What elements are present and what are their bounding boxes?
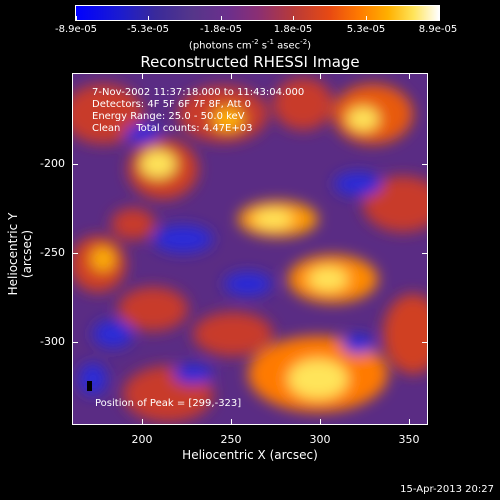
x-axis-label: Heliocentric X (arcsec) [182, 448, 318, 462]
colorbar-tick-mark [221, 16, 222, 21]
colorbar [75, 5, 440, 21]
x-tick-mark [142, 419, 143, 425]
x-tick-mark [142, 73, 143, 79]
unit-exponent: -1 [267, 38, 274, 46]
y-tick-label: -250 [40, 246, 65, 259]
colorbar-tick-mark [366, 16, 367, 21]
x-tick-label: 300 [309, 433, 331, 446]
x-tick-label: 250 [220, 433, 242, 446]
y-tick-label: -200 [40, 157, 65, 170]
x-tick-label: 350 [398, 433, 420, 446]
colorbar-tick-mark [293, 16, 294, 21]
annotation-detectors: Detectors: 4F 5F 6F 7F 8F, Att 0 [92, 99, 252, 110]
y-tick-mark [72, 253, 78, 254]
y-tick-mark [72, 342, 78, 343]
colorbar-tick-label: 5.3e-05 [346, 24, 386, 35]
colorbar-tick-label: -5.3e-05 [127, 24, 169, 35]
x-tick-mark [320, 419, 321, 425]
image-plot [72, 73, 428, 425]
y-tick-mark [72, 164, 78, 165]
x-tick-mark [320, 73, 321, 79]
unit-text: ) [307, 40, 312, 52]
reconstructed-image [73, 74, 427, 424]
x-tick-label: 200 [131, 433, 153, 446]
colorbar-tick-label: -8.9e-05 [55, 24, 97, 35]
y-tick-mark [422, 253, 428, 254]
colorbar-unit: (photons cm-2 s-1 asec-2) [0, 38, 500, 51]
x-tick-mark [409, 73, 410, 79]
unit-text: s [258, 40, 268, 52]
render-timestamp: 15-Apr-2013 20:27 [400, 484, 494, 495]
annotation-clean: Clean Total counts: 4.47E+03 [92, 123, 253, 134]
colorbar-tick-label: 8.9e-05 [418, 24, 458, 35]
y-tick-mark [422, 342, 428, 343]
annotation-peak: Position of Peak = [299,-323] [95, 398, 242, 409]
x-tick-mark [409, 419, 410, 425]
unit-exponent: -2 [300, 38, 308, 46]
unit-text: asec [274, 40, 301, 52]
annotation-energy: Energy Range: 25.0 - 50.0 keV [92, 111, 245, 122]
unit-text: (photons cm [188, 40, 252, 52]
unit-exponent: -2 [251, 38, 259, 46]
colorbar-tick-mark [438, 16, 439, 21]
x-tick-mark [231, 73, 232, 79]
peak-marker [87, 381, 92, 391]
y-tick-mark [422, 164, 428, 165]
colorbar-tick-label: -1.8e-05 [200, 24, 242, 35]
y-axis-label: Heliocentric Y (arcsec) [6, 212, 34, 296]
y-tick-label: -300 [40, 335, 65, 348]
plot-title: Reconstructed RHESSI Image [140, 53, 360, 71]
colorbar-tick-mark [148, 16, 149, 21]
annotation-time: 7-Nov-2002 11:37:18.000 to 11:43:04.000 [92, 87, 305, 98]
x-tick-mark [231, 419, 232, 425]
colorbar-tick-mark [76, 16, 77, 21]
colorbar-tick-label: 1.8e-05 [273, 24, 313, 35]
